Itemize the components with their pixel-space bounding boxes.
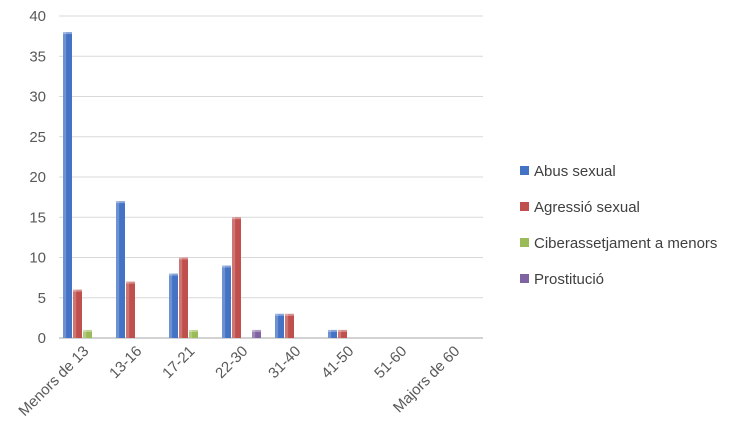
legend-item: Abus sexual [520,163,616,180]
bar-highlight [275,313,279,338]
legend-swatch [520,238,529,247]
bar [116,201,125,338]
legend-item: Ciberassetjament a menors [520,235,717,252]
bar-top [73,289,82,292]
bar-fill [169,273,178,338]
bar-top [285,313,294,316]
y-tick-label: 0 [38,330,46,347]
y-tick-label: 15 [29,209,46,226]
legend-swatch [520,202,529,211]
legend: Abus sexual Agressió sexual Ciberassetjame… [520,163,717,288]
x-tick-label: 51-60 [371,343,410,382]
bar-highlight [252,329,256,338]
legend-label: Abus sexual [534,163,616,180]
bar-fill [189,329,198,338]
bar-fill [179,257,188,338]
bar [232,217,241,338]
bar [73,289,82,338]
bar-top [222,265,231,268]
bar-fill [252,329,261,338]
x-tick-label: Menors de 13 [15,343,92,420]
bar-fill [338,329,347,338]
bar [169,273,178,338]
y-tick-label: 35 [29,48,46,65]
bar-highlight [232,217,236,338]
bar-highlight [285,313,289,338]
legend-label: Ciberassetjament a menors [534,235,717,252]
bar-top [169,273,178,276]
bar-highlight [116,201,120,338]
y-axis: 0 5 10 15 20 25 30 35 40 [29,8,46,347]
bar [328,329,337,338]
bar [338,329,347,338]
bar [285,313,294,338]
bar-highlight [126,281,130,338]
bar-highlight [222,265,226,338]
bar-highlight [328,329,332,338]
bar-top [338,329,347,332]
bar-fill [285,313,294,338]
bar-top [126,281,135,284]
x-tick-label: 31-40 [265,343,304,382]
bar-top [179,257,188,260]
bar-fill [328,329,337,338]
legend-swatch [520,166,529,175]
bar-highlight [338,329,342,338]
bar-fill [116,201,125,338]
bar-fill [275,313,284,338]
bar-highlight [179,257,183,338]
bar-fill [232,217,241,338]
legend-item: Prostitució [520,271,604,288]
bar-fill [73,289,82,338]
bar-highlight [63,32,67,338]
y-tick-label: 25 [29,129,46,146]
bar [83,329,92,338]
bar [222,265,231,338]
x-tick-label: 22-30 [212,343,251,382]
legend-swatch [520,274,529,283]
bar-highlight [169,273,173,338]
y-tick-label: 30 [29,89,46,106]
y-tick-label: 20 [29,169,46,186]
bar [275,313,284,338]
bar-fill [222,265,231,338]
legend-label: Prostitució [534,271,604,288]
bar [252,329,261,338]
bar-top [189,329,198,332]
x-tick-label: 17-21 [159,343,198,382]
bars [63,32,347,338]
bar [63,32,72,338]
bar-fill [83,329,92,338]
bar-fill [126,281,135,338]
bar-fill [63,32,72,338]
bar-top [116,201,125,204]
y-tick-label: 40 [29,8,46,25]
bar-top [63,32,72,35]
bar [179,257,188,338]
y-tick-label: 5 [38,290,46,307]
x-tick-label: 13-16 [106,343,145,382]
bar-top [83,329,92,332]
legend-label: Agressió sexual [534,199,640,216]
bar-highlight [83,329,87,338]
bar-top [275,313,284,316]
bar-highlight [189,329,193,338]
x-tick-label: 41-50 [318,343,357,382]
bar-top [232,217,241,220]
x-axis: Menors de 13 13-16 17-21 22-30 31-40 41-50 51-… [15,343,463,420]
legend-item: Agressió sexual [520,199,640,216]
bar-top [328,329,337,332]
bar-top [252,329,261,332]
bar [126,281,135,338]
y-tick-label: 10 [29,250,46,267]
bar [189,329,198,338]
bar-highlight [73,289,77,338]
